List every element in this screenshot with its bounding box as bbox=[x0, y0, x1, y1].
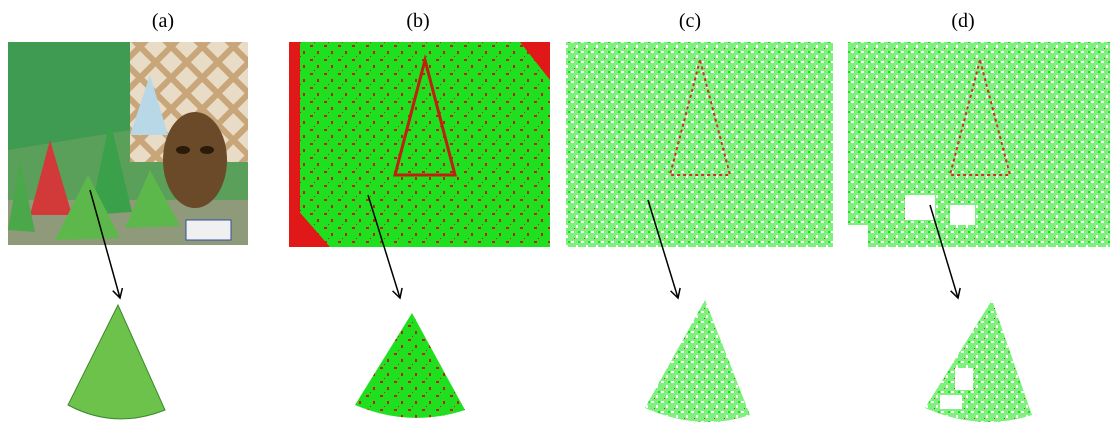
cone bbox=[67, 303, 166, 420]
hole bbox=[955, 368, 973, 390]
mask-image bbox=[848, 42, 1110, 247]
panel-label: (c) bbox=[679, 10, 701, 32]
cone bbox=[355, 313, 465, 418]
cone bbox=[645, 300, 750, 423]
hole bbox=[940, 395, 962, 409]
cone bbox=[925, 300, 1032, 423]
mask-image bbox=[289, 42, 550, 247]
panel-label: (b) bbox=[406, 10, 429, 32]
arrow bbox=[647, 199, 681, 300]
mask-image bbox=[566, 42, 833, 247]
panel-label: (d) bbox=[951, 10, 974, 32]
arrow bbox=[367, 194, 403, 300]
scene-image bbox=[8, 42, 248, 245]
arrow bbox=[89, 189, 124, 300]
panel-label: (a) bbox=[152, 10, 174, 32]
arrow bbox=[929, 204, 961, 300]
